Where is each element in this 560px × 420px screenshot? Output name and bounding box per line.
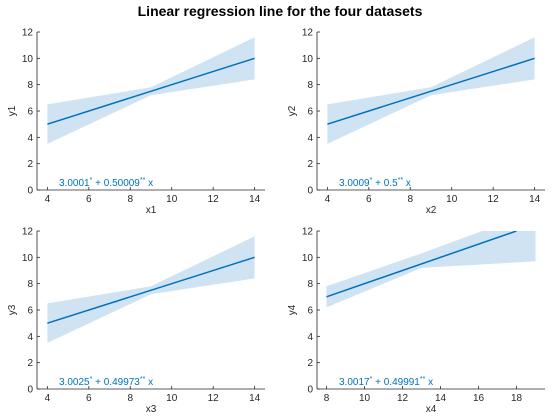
regression-line — [327, 58, 534, 124]
y-tick-label: 2 — [27, 358, 33, 369]
y-tick-label: 0 — [27, 186, 33, 197]
x-axis-label: x3 — [146, 404, 157, 415]
y-tick-label: 10 — [22, 54, 34, 65]
regression-equation: 3.0001* + 0.50009** x — [59, 177, 153, 189]
y-tick-label: 12 — [302, 227, 314, 238]
x-tick-label: 10 — [166, 194, 178, 205]
x-tick-label: 12 — [208, 393, 220, 404]
regression-line — [47, 257, 254, 323]
x-tick-label: 4 — [45, 194, 51, 205]
confidence-band — [327, 211, 536, 307]
y-tick-label: 2 — [307, 159, 313, 170]
x-tick-label: 8 — [127, 194, 133, 205]
x-tick-label: 12 — [397, 393, 409, 404]
y-tick-label: 6 — [27, 107, 33, 118]
y-tick-label: 10 — [302, 54, 314, 65]
x-tick-label: 14 — [435, 393, 447, 404]
y-tick-label: 8 — [27, 80, 33, 91]
y-tick-label: 4 — [27, 133, 33, 144]
subplot-grid: 0 2 4 6 8 10 12 4 6 8 10 12 14 x1 y1 3.0001* + 0.50009*… — [7, 28, 545, 416]
x-tick-label: 16 — [473, 393, 485, 404]
y-tick-label: 10 — [302, 253, 314, 264]
y-tick-label: 8 — [307, 279, 313, 290]
x-tick-label: 14 — [249, 393, 261, 404]
y-tick-label: 0 — [307, 385, 313, 396]
x-axis-label: x2 — [426, 205, 437, 216]
y-axis-label: y2 — [287, 105, 298, 116]
y-tick-label: 10 — [22, 253, 34, 264]
x-axis-label: x1 — [146, 205, 157, 216]
x-tick-label: 8 — [407, 194, 413, 205]
x-tick-label: 10 — [166, 393, 178, 404]
y-tick-label: 4 — [27, 332, 33, 343]
y-tick-label: 6 — [307, 107, 313, 118]
x-tick-label: 12 — [208, 194, 220, 205]
y-tick-label: 8 — [307, 80, 313, 91]
x-tick-label: 4 — [325, 194, 331, 205]
x-tick-label: 12 — [488, 194, 500, 205]
y-tick-label: 6 — [27, 306, 33, 317]
x-tick-label: 10 — [446, 194, 458, 205]
x-tick-label: 8 — [127, 393, 133, 404]
subplot-2: 0 2 4 6 8 10 12 4 6 8 10 12 14 x2 y2 3.0009* + 0.5** x — [287, 28, 545, 217]
regression-line — [47, 58, 254, 124]
subplot-4: 0 2 4 6 8 10 12 8 10 12 14 16 18 x4 y4 3.0017* + 0.4999… — [287, 211, 545, 415]
y-tick-label: 8 — [27, 279, 33, 290]
y-tick-label: 2 — [27, 159, 33, 170]
regression-equation: 3.0025* + 0.49973** x — [59, 376, 153, 388]
x-tick-label: 14 — [249, 194, 261, 205]
y-tick-label: 0 — [27, 385, 33, 396]
y-axis-label: y1 — [7, 105, 18, 116]
regression-equation: 3.0017* + 0.49991** x — [339, 376, 433, 388]
y-tick-label: 4 — [307, 332, 313, 343]
y-tick-label: 12 — [22, 28, 34, 39]
y-tick-label: 6 — [307, 306, 313, 317]
x-tick-label: 14 — [529, 194, 541, 205]
y-tick-label: 12 — [302, 28, 314, 39]
y-tick-label: 4 — [307, 133, 313, 144]
y-tick-label: 12 — [22, 227, 34, 238]
figure-title: Linear regression line for the four data… — [138, 3, 423, 19]
regression-equation: 3.0009* + 0.5** x — [339, 177, 411, 189]
subplot-1: 0 2 4 6 8 10 12 4 6 8 10 12 14 x1 y1 3.0001* + 0.50009*… — [7, 28, 265, 217]
y-tick-label: 2 — [307, 358, 313, 369]
x-tick-label: 6 — [86, 393, 92, 404]
x-tick-label: 6 — [366, 194, 372, 205]
x-axis-label: x4 — [426, 404, 437, 415]
x-tick-label: 8 — [324, 393, 330, 404]
y-axis-label: y3 — [7, 304, 18, 315]
y-axis-label: y4 — [287, 304, 298, 315]
subplot-3: 0 2 4 6 8 10 12 4 6 8 10 12 14 x3 y3 3.0025* + 0.49973*… — [7, 227, 265, 416]
x-tick-label: 18 — [511, 393, 523, 404]
x-tick-label: 10 — [359, 393, 371, 404]
y-tick-label: 0 — [307, 186, 313, 197]
x-tick-label: 4 — [45, 393, 51, 404]
x-tick-label: 6 — [86, 194, 92, 205]
